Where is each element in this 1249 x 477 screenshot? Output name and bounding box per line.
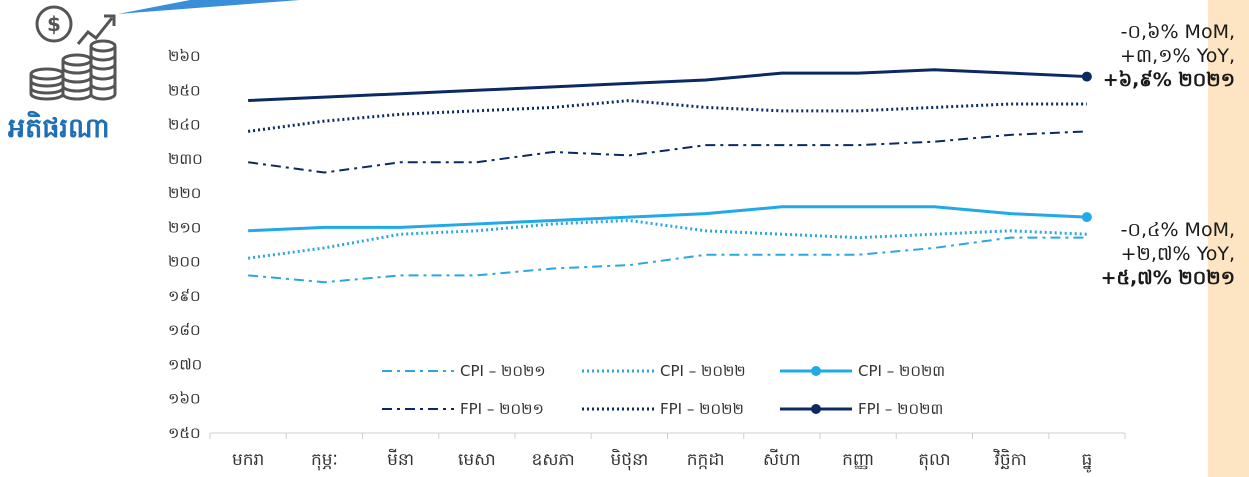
x-tick-label: តុលា [918, 450, 950, 471]
y-tick-label: ១៨០ [168, 321, 201, 339]
legend-label-fpi-2023: FPI – ២០២៣ [858, 400, 943, 418]
legend-marker-fpi-2023 [811, 404, 821, 414]
x-tick-label: កញ្ញា [842, 450, 874, 470]
series-line-cpi-2021 [248, 236, 1087, 284]
fpi-annotation: -០,៦% MoM, +៣,១% YoY, +៦,៩% ២០២១ [1103, 20, 1235, 92]
chart-axes: មករា កុម្ភៈ មីនា មេសា ឧសភា មិថុនា កក្កដា សីហា កញ… [168, 47, 1126, 473]
x-tick-label: មីនា [387, 448, 414, 470]
cpi-annotation: -០,៤% MoM, +២,៧% YoY, +៥,៧% ២០២១ [1101, 218, 1235, 290]
legend-label-cpi-2023: CPI – ២០២៣ [858, 362, 945, 380]
legend-label-fpi-2022: FPI – ២០២២ [660, 400, 744, 418]
x-tick-label: មេសា [458, 450, 496, 470]
y-tick-label: ១៩០ [168, 287, 201, 305]
x-tick-label: ធ្នូ [1081, 450, 1092, 473]
chart-legend: CPI – ២០២១ CPI – ២០២២ CPI – ២០២៣ FPI – ២០២១… [382, 362, 945, 418]
x-tick-label: មករា [232, 450, 264, 470]
legend-label-fpi-2021: FPI – ២០២១ [460, 400, 544, 418]
series-line-cpi-2022 [247, 219, 1087, 260]
x-tick-label: មិថុនា [610, 448, 648, 471]
series-line-fpi-2023 [248, 68, 1087, 103]
series-line-fpi-2021 [247, 130, 1087, 174]
coin-stack-icon [29, 39, 117, 101]
cpi-yoy: +២,៧% YoY, [1120, 243, 1235, 265]
y-tick-label: ២៣០ [168, 150, 203, 168]
y-tick-label: ២២០ [168, 184, 201, 202]
series-line-fpi-2022 [247, 99, 1087, 133]
cpi-mom: -០,៤% MoM, [1120, 219, 1235, 241]
y-tick-label: ២៦០ [168, 47, 201, 65]
x-tick-label: សីហា [763, 448, 801, 470]
chart-series [247, 68, 1092, 284]
series-end-marker-fpi-2023 [1081, 71, 1092, 82]
y-tick-label: ១៧០ [168, 355, 202, 373]
legend-label-cpi-2021: CPI – ២០២១ [460, 362, 546, 380]
side-color-strip [1208, 0, 1249, 477]
y-tick-label: ២០០ [168, 253, 201, 271]
legend-marker-cpi-2023 [811, 366, 821, 376]
dollar-growth-icon: $ [35, 5, 116, 45]
y-tick-label: ១៥០ [168, 424, 201, 442]
cpi-vs-2021: +៥,៧% ២០២១ [1100, 267, 1235, 289]
x-tick-label: កុម្ភៈ [311, 450, 338, 471]
y-tick-label: ២៤០ [168, 116, 201, 134]
series-line-cpi-2023 [248, 205, 1087, 233]
y-tick-label: ២៥០ [168, 81, 201, 99]
y-tick-label: ២១០ [168, 218, 201, 236]
x-tick-label: កក្កដា [687, 450, 725, 470]
fpi-vs-2021: +៦,៩% ២០២១ [1102, 69, 1235, 91]
page-title: អតិផរណា [8, 113, 110, 144]
y-tick-label: ១៦០ [168, 390, 201, 408]
x-tick-label: ឧសភា [532, 450, 575, 470]
series-end-marker-cpi-2023 [1081, 212, 1092, 223]
svg-text:$: $ [47, 12, 61, 36]
legend-label-cpi-2022: CPI – ២០២២ [660, 362, 746, 380]
header-banner [118, 0, 300, 14]
fpi-yoy: +៣,១% YoY, [1119, 45, 1235, 67]
x-tick-label: វិច្ឆិកា [993, 448, 1027, 470]
fpi-mom: -០,៦% MoM, [1120, 21, 1235, 43]
